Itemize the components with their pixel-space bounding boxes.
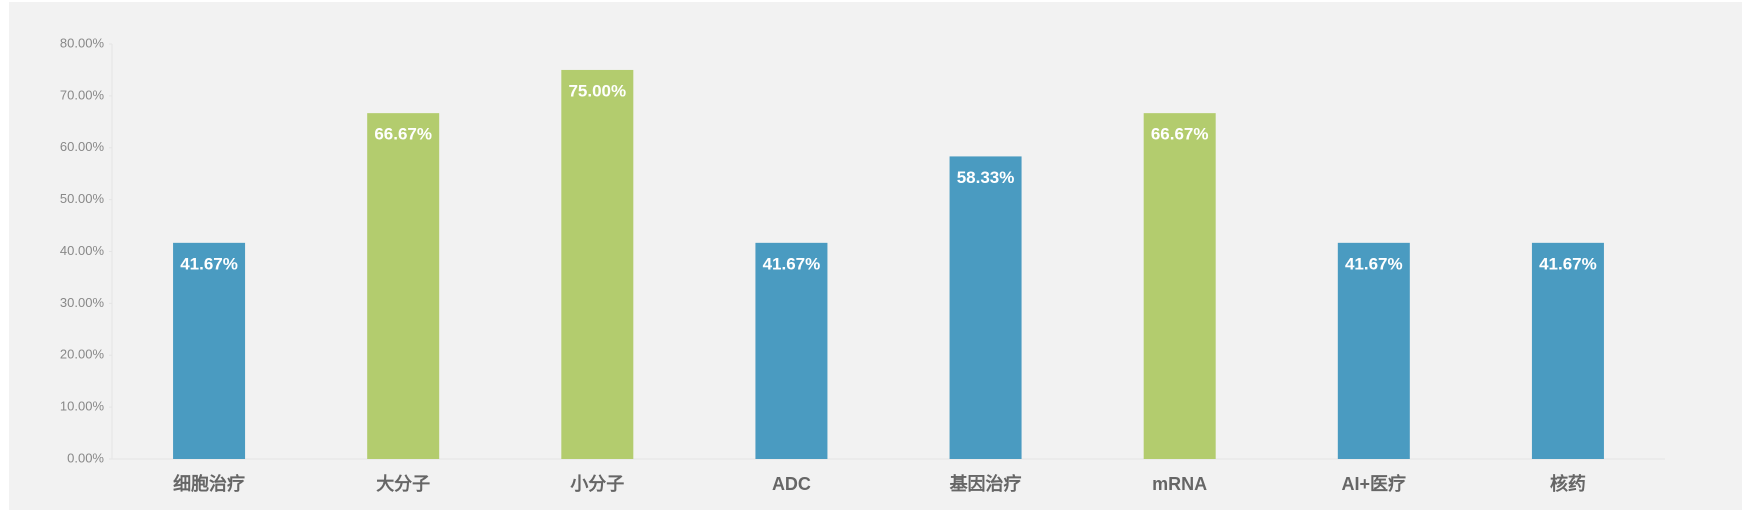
y-tick-label: 70.00% (60, 87, 105, 102)
x-tick-label: AI+医疗 (1342, 473, 1407, 494)
y-tick-label: 40.00% (60, 243, 105, 258)
data-label: 41.67% (1345, 254, 1403, 273)
x-tick-label: 基因治疗 (949, 473, 1022, 494)
x-tick-label: 小分子 (570, 474, 624, 494)
data-label: 41.67% (1539, 254, 1597, 273)
x-tick-label: ADC (772, 474, 811, 494)
bar (1531, 242, 1604, 459)
y-tick-label: 0.00% (67, 450, 104, 465)
y-tick-label: 10.00% (60, 399, 105, 414)
bar (367, 113, 440, 459)
x-tick-label: mRNA (1152, 474, 1207, 494)
bar (755, 242, 828, 459)
data-label: 41.67% (763, 254, 821, 273)
x-tick-label: 大分子 (376, 473, 430, 494)
bar (1337, 242, 1410, 459)
x-tick-label: 核药 (1550, 473, 1586, 494)
data-label: 66.67% (1151, 125, 1209, 144)
y-tick-label: 60.00% (60, 139, 105, 154)
data-label: 75.00% (568, 81, 626, 100)
y-tick-label: 80.00% (60, 35, 105, 50)
data-label: 58.33% (957, 168, 1015, 187)
data-label: 66.67% (374, 125, 432, 144)
data-label: 41.67% (180, 254, 238, 273)
y-tick-label: 50.00% (60, 191, 105, 206)
y-tick-label: 20.00% (60, 347, 105, 362)
bar (173, 242, 246, 459)
y-tick-label: 30.00% (60, 295, 105, 310)
bar (561, 69, 634, 459)
chart-background (9, 2, 1742, 510)
x-tick-label: 细胞治疗 (173, 473, 245, 494)
bar (949, 156, 1022, 459)
bar (1143, 113, 1216, 459)
